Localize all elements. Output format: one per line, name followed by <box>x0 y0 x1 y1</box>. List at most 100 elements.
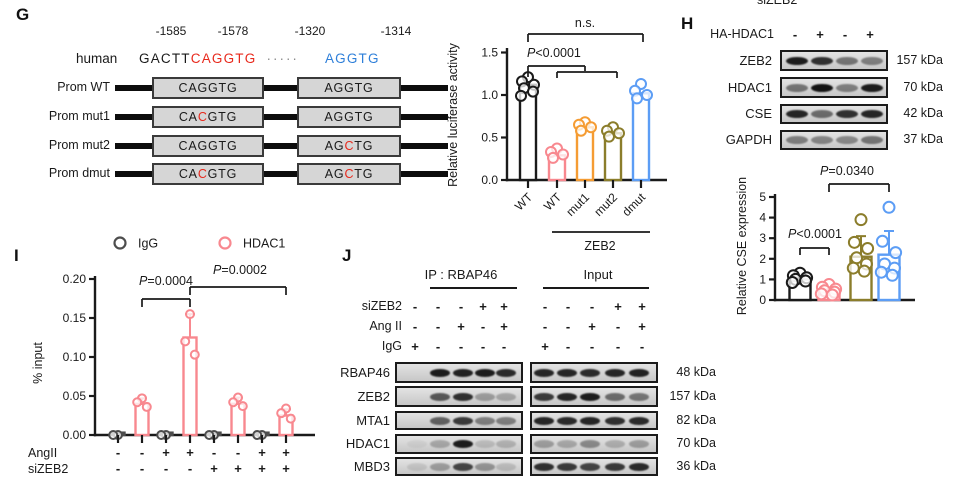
data-point <box>585 121 597 134</box>
protein-band <box>786 110 808 118</box>
data-point <box>603 130 615 143</box>
protein-band <box>580 416 600 425</box>
ebox-sequence: GTG <box>207 110 238 124</box>
protein-band <box>605 462 625 471</box>
data-point <box>846 261 860 275</box>
protein-band <box>496 392 516 401</box>
protein-band <box>534 416 554 425</box>
protein-band <box>557 416 577 425</box>
ebox-sequence: CAGGTG <box>178 139 238 153</box>
promoter-line <box>115 143 448 149</box>
condition-sign: - <box>480 339 486 354</box>
protein-band <box>475 440 495 448</box>
condition-sign: + <box>234 461 242 476</box>
condition-sign: + <box>638 299 646 314</box>
data-point <box>613 127 625 140</box>
condition-sign: + <box>258 445 266 460</box>
protein-label: ZEB2 <box>357 388 390 404</box>
protein-band <box>629 392 649 401</box>
blot-box <box>530 386 658 407</box>
condition-sign: - <box>565 319 571 334</box>
ip-header: IP : RBAP46 <box>424 267 498 282</box>
ebox-sequence: AGGTG <box>324 110 374 124</box>
sign-row-label: IgG <box>381 339 402 353</box>
data-point <box>252 430 263 440</box>
condition-sign: - <box>542 299 548 314</box>
condition-sign: + <box>457 319 465 334</box>
protein-band <box>557 368 577 377</box>
ebox: CA C GTG <box>152 163 264 185</box>
condition-sign: - <box>116 445 120 460</box>
protein-band <box>407 462 427 471</box>
blot-box <box>530 457 658 476</box>
condition-sign: - <box>458 299 464 314</box>
data-point <box>857 264 871 278</box>
data-point <box>132 397 143 408</box>
seq-segment: ····· <box>266 51 299 66</box>
condition-sign: - <box>589 299 595 314</box>
condition-sign: + <box>500 319 508 334</box>
condition-sign: + <box>411 339 419 354</box>
ebox: AGGTG <box>297 106 401 128</box>
condition-sign: - <box>542 319 548 334</box>
protein-label: GAPDH <box>725 132 772 147</box>
y-tick-label: 0.20 <box>63 272 87 286</box>
species-label: human <box>76 51 118 66</box>
blot-box <box>780 104 888 124</box>
promoter-row-label: Prom dmut <box>48 166 110 180</box>
protein-band <box>430 440 450 448</box>
panel-j-label: J <box>342 246 352 265</box>
promoter-row-label: Prom mut1 <box>48 109 110 123</box>
condition-sign: - <box>565 299 571 314</box>
seq-segment: CAGGTG <box>190 51 257 66</box>
sign-row-label: AngII <box>28 446 57 460</box>
protein-band <box>534 392 554 401</box>
protein-band <box>836 56 858 65</box>
protein-band <box>407 440 427 448</box>
input-header-underline <box>543 287 649 289</box>
condition-sign: - <box>639 339 645 354</box>
protein-band <box>861 110 883 118</box>
ebox-sequence: AG <box>324 139 345 153</box>
data-point <box>825 288 839 302</box>
ip-header-underline <box>430 287 517 289</box>
data-point <box>557 148 569 161</box>
condition-label: HA-HDAC1 <box>710 27 774 41</box>
protein-band <box>453 392 473 401</box>
protein-band <box>580 392 600 401</box>
protein-band <box>496 416 516 425</box>
protein-band <box>534 462 554 471</box>
protein-band <box>836 83 858 92</box>
y-tick-label: 0.15 <box>63 311 87 325</box>
data-point <box>814 287 828 301</box>
data-point <box>874 265 888 279</box>
bar <box>631 92 651 182</box>
kda-label: 36 kDa <box>676 458 716 473</box>
y-tick-label: 0.10 <box>63 350 87 364</box>
protein-band <box>496 440 516 448</box>
ebox: AGGTG <box>297 77 401 99</box>
protein-band <box>629 368 649 377</box>
data-point <box>547 151 559 164</box>
x-category-label: mut1 <box>563 190 592 219</box>
y-tick-label: 1.5 <box>481 46 498 60</box>
y-tick-label: 1.0 <box>481 88 498 102</box>
protein-band <box>605 440 625 448</box>
condition-sign: - <box>435 319 441 334</box>
kda-label: 37 kDa <box>903 132 943 146</box>
data-point <box>108 430 119 440</box>
protein-band <box>861 136 883 144</box>
x-category-label: WT <box>512 190 536 214</box>
condition-sign: + <box>614 299 622 314</box>
y-tick-label: 1 <box>759 272 766 286</box>
condition-sign: - <box>842 27 848 42</box>
promoter-row-label: Prom mut2 <box>48 138 110 152</box>
protein-band <box>811 136 833 144</box>
legend-marker <box>113 236 127 250</box>
y-tick-label: 0.05 <box>63 389 87 403</box>
mutated-base: C <box>344 139 355 153</box>
data-point <box>847 235 861 249</box>
y-axis-label: % input <box>31 342 45 384</box>
legend-label: HDAC1 <box>243 237 285 251</box>
panel-g-label: G <box>16 5 30 24</box>
